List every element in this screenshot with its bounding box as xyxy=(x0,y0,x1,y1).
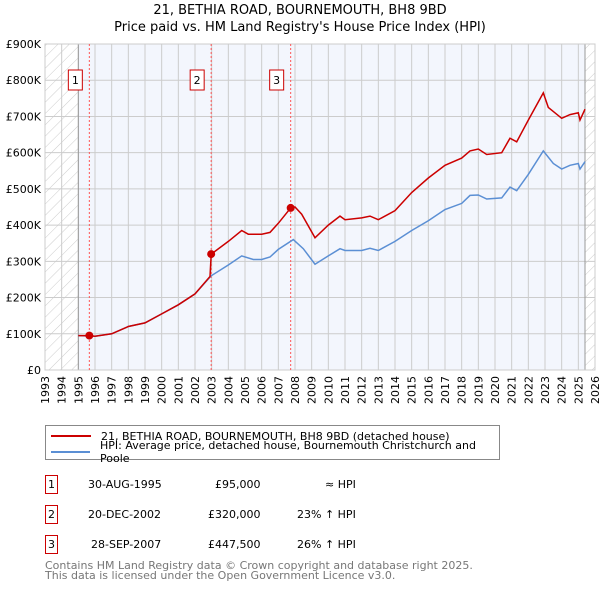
legend-swatch-hpi xyxy=(51,451,91,453)
sale-label-number: 3 xyxy=(273,74,280,87)
x-tick-label: 2004 xyxy=(222,376,235,404)
x-tick-label: 2015 xyxy=(406,376,419,404)
sale-number: 2 xyxy=(45,505,58,524)
sale-row-1: 1 30-AUG-1995 £95,000 ≈ HPI xyxy=(45,475,445,495)
x-tick-label: 2022 xyxy=(522,376,535,404)
x-tick-label: 1996 xyxy=(89,376,102,404)
sale-date: 28-SEP-2007 xyxy=(91,538,162,551)
sale-point xyxy=(286,203,295,212)
sale-hpi-relation: 23% ↑ HPI xyxy=(297,508,356,521)
sale-number: 3 xyxy=(45,535,58,554)
x-tick-label: 1997 xyxy=(106,376,119,404)
x-tick-label: 2001 xyxy=(172,376,185,404)
x-tick-label: 2023 xyxy=(539,376,552,404)
x-tick-label: 2000 xyxy=(156,376,169,404)
x-tick-label: 2009 xyxy=(306,376,319,404)
property-price-line xyxy=(78,91,586,338)
x-tick-label: 2006 xyxy=(256,376,269,404)
y-tick-label: £500K xyxy=(6,183,42,196)
sale-number: 1 xyxy=(45,475,58,494)
x-tick-label: 2016 xyxy=(422,376,435,404)
y-tick-label: £400K xyxy=(6,219,42,232)
sale-label-box xyxy=(269,69,285,91)
sale-label-number: 1 xyxy=(72,74,79,87)
sale-price: £95,000 xyxy=(215,478,261,491)
x-tick-label: 2020 xyxy=(489,376,502,404)
sale-date: 20-DEC-2002 xyxy=(88,508,162,521)
y-tick-label: £100K xyxy=(6,328,42,341)
x-tick-label: 1995 xyxy=(72,376,85,404)
x-tick-label: 2002 xyxy=(189,376,202,404)
x-tick-label: 1993 xyxy=(39,376,52,404)
y-tick-label: £800K xyxy=(6,74,42,87)
footer-licence: This data is licensed under the Open Gov… xyxy=(45,569,396,582)
x-tick-label: 2018 xyxy=(456,376,469,404)
legend: 21, BETHIA ROAD, BOURNEMOUTH, BH8 9BD (d… xyxy=(45,425,500,465)
x-tick-label: 2008 xyxy=(289,376,302,404)
sale-label-box xyxy=(189,69,205,91)
x-tick-label: 2012 xyxy=(356,376,369,404)
hatched-no-data-right xyxy=(585,44,595,370)
x-tick-label: 2010 xyxy=(322,376,335,404)
y-tick-label: £700K xyxy=(6,110,42,123)
legend-swatch-property xyxy=(51,435,91,437)
plot-frame xyxy=(44,43,596,371)
sale-label-number: 2 xyxy=(194,74,201,87)
data-period-shade xyxy=(78,44,585,370)
price-chart: 1993 1994 1995 1996 1997 1998 1999 2000 2001 2002… xyxy=(6,38,600,404)
sale-row-3: 3 28-SEP-2007 £447,500 26% ↑ HPI xyxy=(45,535,445,555)
x-tick-label: 1999 xyxy=(139,376,152,404)
legend-label-property: 21, BETHIA ROAD, BOURNEMOUTH, BH8 9BD (d… xyxy=(101,429,450,443)
x-tick-label: 2026 xyxy=(589,376,600,404)
sale-date: 30-AUG-1995 xyxy=(88,478,162,491)
x-tick-label: 2014 xyxy=(389,376,402,404)
x-tick-label: 2007 xyxy=(272,376,285,404)
y-tick-label: £0 xyxy=(27,364,41,377)
x-tick-label: 2013 xyxy=(372,376,385,404)
sale-point xyxy=(207,250,216,259)
sale-price: £447,500 xyxy=(208,538,261,551)
sale-label-box xyxy=(67,69,83,91)
sale-price: £320,000 xyxy=(208,508,261,521)
x-tick-label: 2024 xyxy=(556,376,569,404)
x-tick-label: 2011 xyxy=(339,376,352,404)
x-tick-label: 1994 xyxy=(56,376,69,404)
x-tick-label: 2025 xyxy=(572,376,585,404)
x-tick-label: 2019 xyxy=(472,376,485,404)
chart-title-line1: 21, BETHIA ROAD, BOURNEMOUTH, BH8 9BD xyxy=(153,3,447,18)
legend-label-hpi: HPI: Average price, detached house, Bour… xyxy=(100,439,476,465)
sale-point xyxy=(85,331,94,340)
legend-item-hpi: HPI: Average price, detached house, Bour… xyxy=(46,439,499,465)
y-tick-label: £600K xyxy=(6,147,42,160)
y-tick-label: £300K xyxy=(6,255,42,268)
x-tick-label: 2003 xyxy=(206,376,219,404)
chart-title-line2: Price paid vs. HM Land Registry's House … xyxy=(114,20,486,35)
y-tick-label: £200K xyxy=(6,292,42,305)
footer-copyright: Contains HM Land Registry data © Crown c… xyxy=(45,559,473,572)
sale-hpi-relation: 26% ↑ HPI xyxy=(297,538,356,551)
x-tick-label: 1998 xyxy=(122,376,135,404)
sale-row-2: 2 20-DEC-2002 £320,000 23% ↑ HPI xyxy=(45,505,445,525)
x-tick-label: 2005 xyxy=(239,376,252,404)
legend-item-property: 21, BETHIA ROAD, BOURNEMOUTH, BH8 9BD (d… xyxy=(46,428,450,444)
sale-hpi-relation: ≈ HPI xyxy=(325,478,356,491)
y-tick-label: £900K xyxy=(6,38,42,51)
x-tick-label: 2017 xyxy=(439,376,452,404)
x-tick-label: 2021 xyxy=(506,376,519,404)
